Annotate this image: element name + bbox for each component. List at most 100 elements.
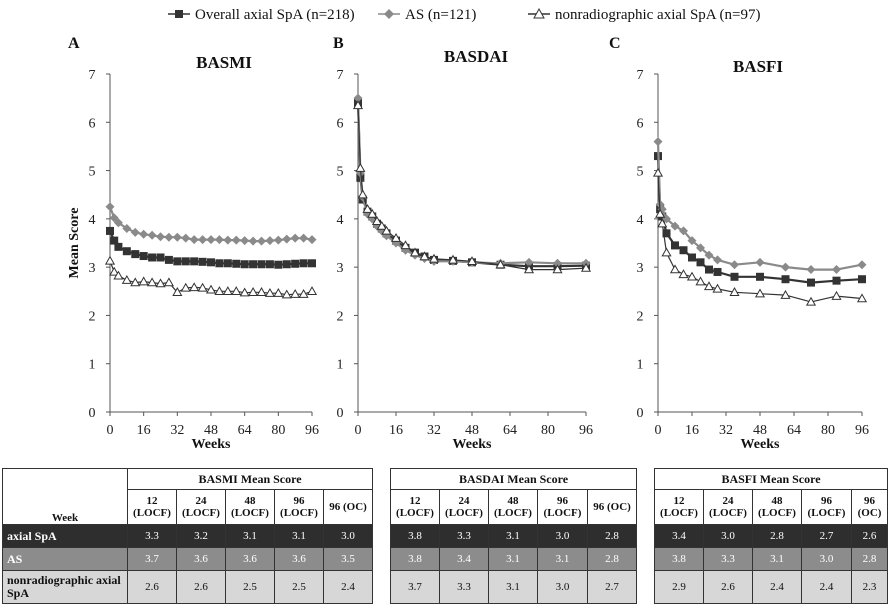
data-point <box>447 254 459 264</box>
data-point <box>670 221 680 231</box>
col-header: 48 (LOCF) <box>225 489 275 525</box>
table-row: 3.7 3.3 3.1 3.0 2.7 <box>390 570 638 604</box>
x-tick-label: 16 <box>137 423 151 438</box>
table-cell: 2.4 <box>801 570 852 604</box>
data-point <box>105 202 115 212</box>
data-point <box>655 208 666 218</box>
data-point <box>290 233 300 243</box>
table-cell: 3.1 <box>488 570 538 604</box>
data-point <box>306 286 318 295</box>
data-point <box>122 247 131 256</box>
data-point <box>130 227 140 237</box>
x-tick-label: 0 <box>655 423 662 438</box>
data-point <box>197 282 208 292</box>
chart-panel-basfi: C BASFI 0 1 2 3 4 5 6 7 0 16 32 48 64 80 96 Weeks <box>609 35 869 452</box>
row-label: nonradiographic axial SpA <box>2 570 128 604</box>
data-point <box>190 257 199 266</box>
table-cell: 3.2 <box>176 524 226 548</box>
data-point <box>299 259 308 268</box>
data-point <box>806 265 816 275</box>
data-point <box>367 208 378 218</box>
data-point <box>381 225 392 235</box>
data-point <box>307 235 317 245</box>
y-tick-label: 1 <box>89 358 96 373</box>
data-point <box>832 276 841 285</box>
data-point <box>173 257 182 266</box>
col-header: 96 (OC) <box>850 489 889 525</box>
week-label: Week <box>51 512 79 524</box>
x-tick-label: 32 <box>427 423 441 438</box>
chart-panel-basdai: B BASDAI 0 1 2 3 4 5 6 7 0 16 32 48 64 80 96 Weeks <box>333 35 593 452</box>
legend-label: nonradiographic axial SpA (n=97) <box>555 7 761 23</box>
table-cell: 3.6 <box>176 547 226 571</box>
data-point <box>189 282 200 292</box>
table-cell: 2.9 <box>654 570 704 604</box>
data-point <box>409 247 421 257</box>
data-point <box>189 235 199 245</box>
col-header: 96 (LOCF) <box>801 489 852 525</box>
data-point <box>256 287 267 296</box>
data-point <box>291 259 300 268</box>
data-point <box>704 250 714 260</box>
data-point <box>807 278 815 287</box>
data-point <box>552 264 563 274</box>
table-cell: 2.8 <box>850 547 889 571</box>
table-cell: 3.1 <box>225 524 275 548</box>
y-tick-label: 5 <box>337 165 344 180</box>
data-point <box>265 260 274 269</box>
data-point <box>207 258 215 267</box>
data-point <box>231 286 242 295</box>
data-point <box>222 286 233 295</box>
data-point <box>273 235 283 245</box>
y-tick-label: 4 <box>637 213 644 228</box>
table-cell: 3.3 <box>439 524 489 548</box>
x-tick-label: 64 <box>503 423 517 438</box>
y-tick-label: 2 <box>637 309 644 324</box>
table-cell: 2.8 <box>752 524 802 548</box>
table-cell: 3.6 <box>225 547 275 571</box>
data-point <box>240 260 249 269</box>
data-point <box>756 272 764 281</box>
y-tick-label: 3 <box>337 261 344 276</box>
data-point <box>139 229 149 239</box>
table-cell: 2.8 <box>586 547 638 571</box>
data-point <box>164 255 173 264</box>
data-point <box>856 293 868 303</box>
data-point <box>282 260 291 269</box>
series-line <box>357 105 587 271</box>
y-tick-label: 7 <box>337 68 344 83</box>
x-tick-label: 80 <box>821 423 835 438</box>
y-tick-label: 6 <box>637 116 644 131</box>
data-point <box>696 243 705 253</box>
table-cell: 2.5 <box>225 570 275 604</box>
table-cell: 3.7 <box>127 547 177 571</box>
data-point <box>257 260 266 269</box>
y-tick-label: 1 <box>637 358 644 373</box>
y-tick-label: 0 <box>337 406 344 421</box>
table-cell: 3.1 <box>488 524 538 548</box>
table-row: 3.4 3.0 2.8 2.7 2.6 <box>654 524 889 548</box>
x-tick-label: 32 <box>719 423 733 438</box>
table-row: AS 3.7 3.6 3.6 3.6 3.5 <box>2 547 374 571</box>
table-row: 3.8 3.3 3.1 3.0 2.8 <box>654 547 889 571</box>
data-point <box>390 232 402 242</box>
x-tick-label: 48 <box>753 423 767 438</box>
table-cell: 3.1 <box>537 547 588 571</box>
data-point <box>580 262 592 272</box>
data-point <box>147 230 157 240</box>
table-cell: 2.7 <box>801 524 852 548</box>
data-point <box>353 93 363 103</box>
x-axis-label: Weeks <box>192 437 231 452</box>
data-point <box>181 257 190 266</box>
data-point <box>730 260 739 270</box>
data-point <box>679 226 688 236</box>
x-tick-label: 16 <box>685 423 699 438</box>
data-point <box>164 232 174 242</box>
data-point <box>371 216 383 225</box>
data-point <box>299 233 309 243</box>
legend-marker-diamond <box>384 9 394 19</box>
data-point <box>362 203 373 213</box>
data-point <box>712 283 723 293</box>
table-cell: 3.7 <box>390 570 440 604</box>
y-tick-label: 7 <box>637 68 644 83</box>
